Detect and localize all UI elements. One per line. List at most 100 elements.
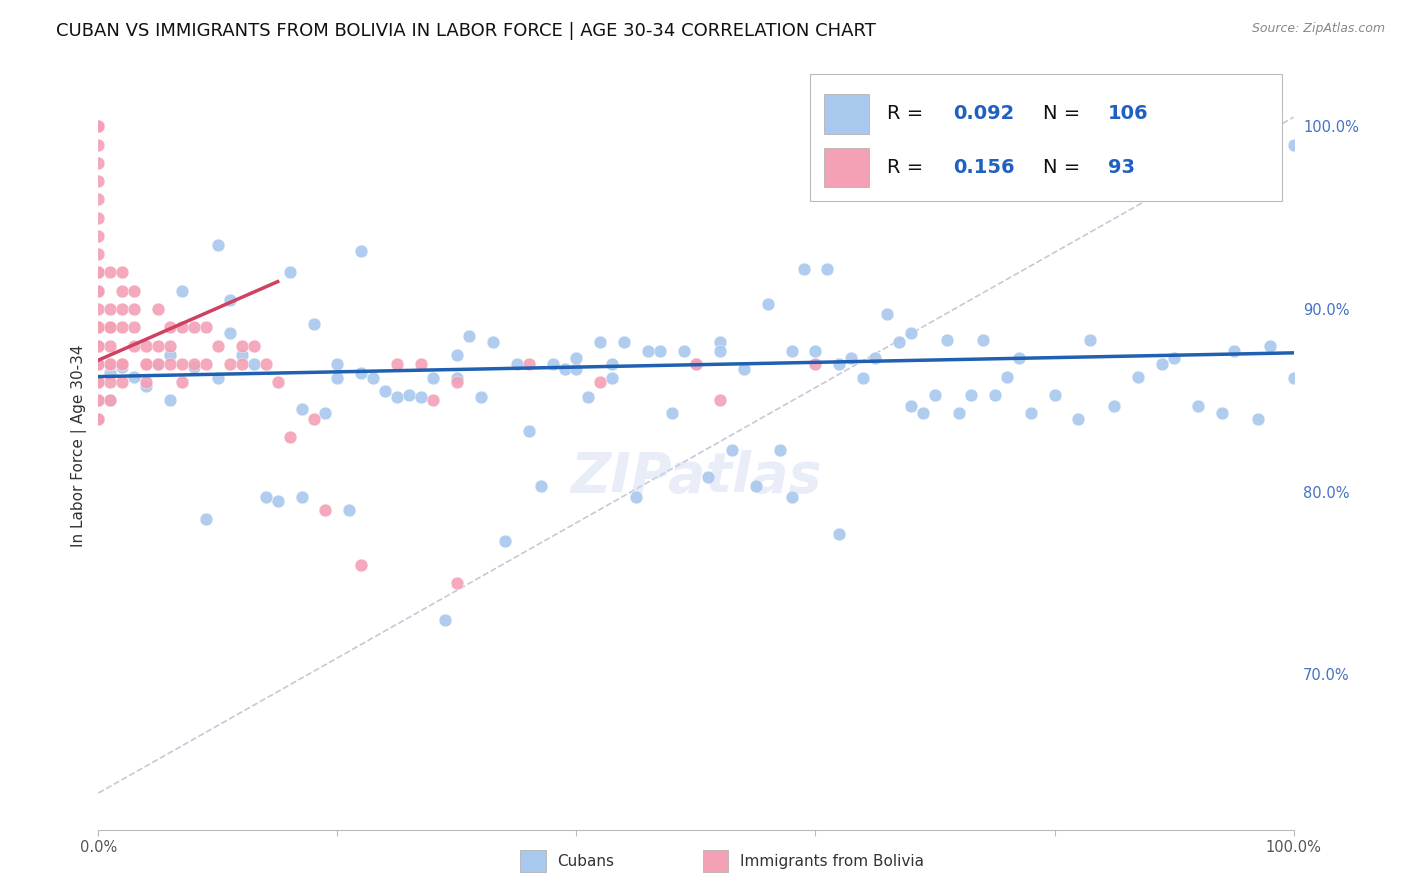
Point bbox=[124, 338, 146, 352]
Point bbox=[828, 357, 851, 371]
Point bbox=[183, 357, 205, 371]
Point bbox=[1247, 411, 1270, 425]
Point bbox=[87, 265, 110, 279]
Point bbox=[1163, 351, 1185, 366]
Point bbox=[446, 371, 468, 385]
Point bbox=[565, 362, 588, 376]
Point bbox=[374, 384, 396, 399]
Text: Source: ZipAtlas.com: Source: ZipAtlas.com bbox=[1251, 22, 1385, 36]
Point bbox=[685, 357, 707, 371]
Point bbox=[87, 338, 110, 352]
Point bbox=[1019, 406, 1042, 420]
Point bbox=[98, 393, 122, 408]
Bar bbox=[824, 94, 869, 134]
Point bbox=[793, 261, 815, 276]
Point bbox=[554, 362, 576, 376]
Point bbox=[541, 357, 564, 371]
Point bbox=[219, 293, 242, 307]
Point bbox=[1104, 399, 1126, 413]
Point bbox=[1211, 406, 1233, 420]
Point bbox=[87, 247, 110, 261]
Point bbox=[1128, 369, 1150, 384]
Point bbox=[315, 503, 337, 517]
Point bbox=[159, 357, 181, 371]
Point bbox=[87, 375, 110, 389]
Point bbox=[350, 244, 373, 258]
Point bbox=[98, 338, 122, 352]
Point bbox=[494, 533, 516, 548]
Point bbox=[768, 442, 790, 457]
Point bbox=[207, 371, 229, 385]
Point bbox=[900, 326, 922, 340]
Text: Cubans: Cubans bbox=[557, 854, 614, 869]
Point bbox=[195, 512, 218, 526]
Point bbox=[87, 320, 110, 334]
Point bbox=[87, 338, 110, 352]
Point bbox=[733, 362, 755, 376]
Point bbox=[422, 371, 444, 385]
Point bbox=[195, 357, 218, 371]
Point bbox=[972, 333, 994, 347]
Point bbox=[87, 301, 110, 316]
Point bbox=[948, 406, 970, 420]
Point bbox=[135, 357, 157, 371]
Point bbox=[1258, 338, 1281, 352]
Point bbox=[302, 317, 325, 331]
Point bbox=[589, 334, 612, 349]
Point bbox=[815, 261, 838, 276]
Point bbox=[159, 393, 181, 408]
Point bbox=[326, 371, 349, 385]
Point bbox=[87, 320, 110, 334]
Point bbox=[267, 375, 290, 389]
Point bbox=[87, 357, 110, 371]
Point bbox=[291, 402, 314, 417]
Point bbox=[87, 193, 110, 207]
Point bbox=[87, 120, 110, 134]
Point bbox=[350, 366, 373, 380]
Point bbox=[315, 406, 337, 420]
Point bbox=[254, 357, 277, 371]
Point bbox=[172, 284, 194, 298]
Text: ZIPatlas: ZIPatlas bbox=[571, 450, 821, 504]
Point bbox=[278, 265, 301, 279]
Point bbox=[411, 357, 433, 371]
Point bbox=[995, 369, 1018, 384]
Point bbox=[1067, 411, 1090, 425]
Point bbox=[159, 338, 181, 352]
Point bbox=[804, 357, 827, 371]
Point bbox=[243, 357, 266, 371]
Point bbox=[339, 503, 361, 517]
Point bbox=[183, 360, 205, 375]
Point bbox=[756, 296, 779, 310]
Point bbox=[1282, 371, 1305, 385]
Point bbox=[124, 284, 146, 298]
Point bbox=[87, 375, 110, 389]
Point bbox=[98, 265, 122, 279]
Point bbox=[87, 120, 110, 134]
Point bbox=[207, 238, 229, 252]
Point bbox=[780, 490, 803, 504]
Point bbox=[841, 351, 863, 366]
Point bbox=[589, 375, 612, 389]
Point bbox=[446, 348, 468, 362]
Point bbox=[159, 348, 181, 362]
Point bbox=[446, 375, 468, 389]
Point bbox=[626, 490, 648, 504]
Point bbox=[517, 425, 540, 439]
Point bbox=[87, 120, 110, 134]
Point bbox=[87, 174, 110, 188]
Point bbox=[87, 284, 110, 298]
Point bbox=[159, 320, 181, 334]
Point bbox=[135, 375, 157, 389]
Point bbox=[422, 393, 444, 408]
Point bbox=[924, 388, 946, 402]
Point bbox=[87, 284, 110, 298]
Point bbox=[302, 411, 325, 425]
Point bbox=[458, 329, 481, 343]
Point bbox=[219, 357, 242, 371]
Point bbox=[87, 137, 110, 152]
Text: N =: N = bbox=[1043, 104, 1085, 123]
Point bbox=[648, 344, 672, 359]
Point bbox=[87, 393, 110, 408]
Point bbox=[709, 344, 731, 359]
